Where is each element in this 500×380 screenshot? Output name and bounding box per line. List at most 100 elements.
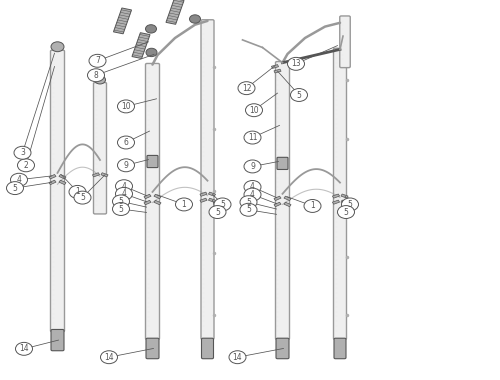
Circle shape	[214, 198, 231, 211]
Text: 4: 4	[16, 175, 21, 184]
Circle shape	[10, 173, 28, 186]
Circle shape	[240, 203, 257, 216]
Polygon shape	[332, 200, 340, 204]
Text: 5: 5	[344, 207, 348, 217]
FancyBboxPatch shape	[146, 63, 160, 339]
Polygon shape	[208, 192, 216, 196]
Text: 5: 5	[215, 207, 220, 217]
Text: 9: 9	[250, 162, 255, 171]
Text: 4: 4	[122, 189, 126, 198]
Circle shape	[146, 25, 156, 33]
Text: 7: 7	[95, 56, 100, 65]
FancyBboxPatch shape	[94, 82, 106, 214]
Circle shape	[69, 185, 86, 198]
Text: 1: 1	[75, 187, 80, 196]
Circle shape	[112, 203, 130, 215]
Circle shape	[94, 76, 106, 84]
Circle shape	[209, 206, 226, 218]
Circle shape	[146, 48, 157, 57]
Circle shape	[100, 351, 117, 364]
Text: 5: 5	[246, 198, 251, 207]
Text: 2: 2	[24, 161, 28, 170]
Polygon shape	[166, 0, 184, 24]
Circle shape	[338, 206, 354, 218]
Text: 5: 5	[296, 90, 302, 100]
Text: 5: 5	[220, 200, 225, 209]
Polygon shape	[272, 65, 278, 68]
Polygon shape	[114, 8, 132, 34]
FancyBboxPatch shape	[201, 20, 214, 339]
Circle shape	[16, 342, 32, 355]
Circle shape	[290, 89, 308, 101]
Text: 8: 8	[94, 71, 98, 80]
Polygon shape	[132, 33, 150, 59]
Polygon shape	[208, 198, 216, 202]
Text: 13: 13	[291, 59, 301, 68]
Circle shape	[118, 136, 134, 149]
Circle shape	[240, 196, 257, 209]
FancyBboxPatch shape	[50, 50, 64, 332]
Text: 4: 4	[250, 190, 255, 199]
Text: 5: 5	[12, 184, 18, 193]
Polygon shape	[154, 194, 161, 199]
Circle shape	[118, 100, 134, 113]
Text: 14: 14	[19, 344, 29, 353]
Polygon shape	[332, 194, 340, 198]
Polygon shape	[101, 173, 108, 177]
Text: 11: 11	[248, 133, 257, 142]
Polygon shape	[274, 196, 281, 201]
Circle shape	[116, 187, 132, 200]
Text: 1: 1	[310, 201, 315, 211]
Circle shape	[51, 42, 64, 52]
Polygon shape	[49, 180, 56, 185]
Text: 9: 9	[124, 161, 128, 170]
Text: 5: 5	[80, 193, 85, 202]
Text: 5: 5	[348, 200, 352, 209]
FancyBboxPatch shape	[334, 48, 346, 339]
Text: 1: 1	[182, 200, 186, 209]
FancyBboxPatch shape	[334, 338, 346, 359]
Circle shape	[246, 104, 262, 117]
Polygon shape	[92, 173, 100, 177]
Circle shape	[342, 198, 358, 211]
Circle shape	[244, 160, 261, 173]
Circle shape	[88, 69, 104, 82]
FancyBboxPatch shape	[146, 338, 159, 359]
FancyBboxPatch shape	[276, 62, 289, 339]
Circle shape	[18, 159, 34, 172]
Polygon shape	[274, 202, 281, 207]
Text: 14: 14	[232, 353, 242, 362]
Text: 6: 6	[124, 138, 128, 147]
Text: 4: 4	[122, 182, 126, 191]
Text: 4: 4	[250, 182, 255, 192]
Polygon shape	[49, 174, 56, 179]
Polygon shape	[144, 200, 151, 205]
Circle shape	[116, 180, 132, 193]
Polygon shape	[341, 200, 348, 204]
FancyBboxPatch shape	[51, 329, 64, 351]
Text: 5: 5	[246, 205, 251, 214]
Text: 3: 3	[20, 148, 25, 157]
Circle shape	[244, 188, 261, 201]
Circle shape	[74, 191, 91, 204]
Polygon shape	[284, 196, 291, 201]
Circle shape	[244, 131, 261, 144]
Circle shape	[176, 198, 192, 211]
Polygon shape	[59, 174, 66, 179]
FancyBboxPatch shape	[276, 338, 289, 359]
FancyBboxPatch shape	[202, 338, 213, 359]
Circle shape	[304, 200, 321, 212]
Circle shape	[238, 82, 255, 95]
Polygon shape	[144, 194, 151, 199]
Text: 5: 5	[118, 204, 124, 214]
Circle shape	[118, 159, 134, 172]
Circle shape	[288, 57, 304, 70]
Text: 10: 10	[249, 106, 259, 115]
Text: 14: 14	[104, 353, 114, 362]
FancyBboxPatch shape	[147, 155, 158, 168]
Circle shape	[244, 180, 261, 193]
Polygon shape	[274, 69, 281, 73]
Circle shape	[89, 54, 106, 67]
Polygon shape	[200, 192, 207, 196]
Polygon shape	[200, 198, 207, 202]
